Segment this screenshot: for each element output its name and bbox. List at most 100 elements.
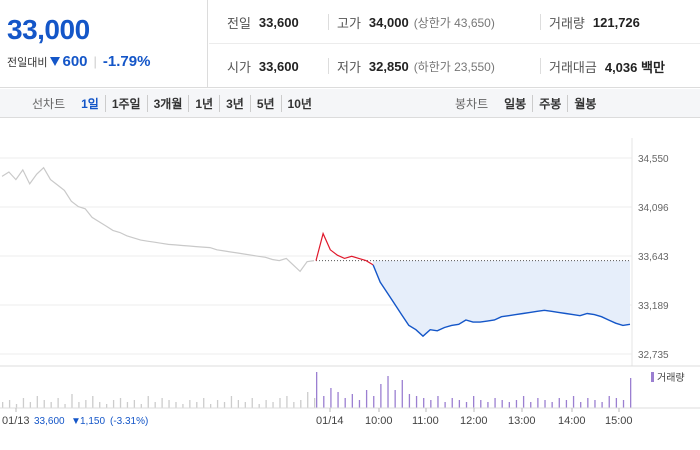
- stat-volume-value: 121,726: [592, 14, 640, 30]
- volume-bar-prev: [22, 398, 25, 408]
- tab-monthly[interactable]: 월봉: [567, 95, 602, 112]
- stat-prev: 전일 33,600: [227, 0, 299, 44]
- stat-divider: [328, 58, 329, 74]
- prev-day-rate: (-3.31%): [110, 416, 148, 427]
- volume-bar-today: [365, 390, 368, 408]
- volume-bar-today: [415, 396, 418, 408]
- volume-bar-today: [373, 396, 375, 408]
- volume-bar-today: [572, 396, 575, 408]
- volume-bar-today: [465, 402, 468, 408]
- tab-3m[interactable]: 3개월: [146, 95, 189, 112]
- volume-bar-prev: [78, 402, 80, 408]
- volume-bar-prev: [196, 402, 198, 408]
- y-axis-ticks: 34,550 34,096 33,643 33,189 32,735: [638, 154, 669, 361]
- y-tick-label: 34,096: [638, 203, 669, 214]
- volume-bar-today: [587, 398, 589, 408]
- volume-bar-today: [408, 394, 411, 408]
- today-price-line-down: [372, 264, 631, 338]
- volume-bar-prev: [161, 398, 163, 408]
- stat-high: 고가 34,000 (상한가 43,650): [337, 0, 495, 44]
- stat-divider: [328, 14, 329, 30]
- x-tick-label: 01/14: [316, 415, 344, 427]
- tab-weekly[interactable]: 주봉: [532, 95, 567, 112]
- y-tick-label: 33,643: [638, 252, 669, 263]
- price-box: 33,000 전일대비 600 | -1.79%: [0, 0, 208, 88]
- stat-amount-label: 거래대금: [549, 59, 597, 75]
- volume-legend-swatch: [651, 372, 654, 382]
- volume-bar-prev: [265, 400, 267, 408]
- volume-bar-today: [358, 400, 361, 408]
- volume-bar-prev: [29, 402, 32, 408]
- volume-bar-prev: [314, 398, 316, 408]
- volume-bar-today: [594, 400, 596, 408]
- tab-1y[interactable]: 1년: [188, 95, 219, 112]
- stat-high-label: 고가: [337, 15, 361, 31]
- tab-daily[interactable]: 일봉: [504, 97, 527, 111]
- volume-bar-today: [337, 392, 339, 408]
- prev-day-change: 1,150: [80, 416, 105, 427]
- stats-table: 전일 33,600 고가 34,000 (상한가 43,650) 거래량 121…: [209, 0, 700, 88]
- stat-divider: [540, 58, 541, 74]
- volume-bar-today: [544, 400, 546, 408]
- volume-bar-prev: [279, 398, 281, 408]
- volume-bar-prev: [15, 404, 18, 408]
- stats-row-1: 전일 33,600 고가 34,000 (상한가 43,650) 거래량 121…: [209, 0, 700, 44]
- volume-bar-today: [551, 402, 553, 408]
- stat-open-value: 33,600: [258, 58, 299, 74]
- volume-bar-today: [401, 380, 403, 408]
- volume-bar-today: [473, 396, 475, 408]
- volume-legend-label: 거래량: [657, 372, 685, 384]
- change-line: 전일대비 600 | -1.79%: [7, 53, 150, 70]
- tab-5y[interactable]: 5년: [249, 95, 281, 112]
- tab-1d[interactable]: 1일: [81, 97, 99, 111]
- volume-bar-prev: [43, 400, 45, 408]
- prev-day-price-line: [1, 166, 315, 273]
- tab-1w[interactable]: 1주일: [104, 95, 147, 112]
- stat-amount: 거래대금 4,036 백만: [549, 44, 665, 88]
- volume-bar-prev: [286, 396, 288, 408]
- intraday-price-chart[interactable]: 34,550 34,096 33,643 33,189 32,735 거래량 01/13…: [0, 118, 700, 450]
- volume-bar-today: [430, 400, 432, 408]
- volume-bar-today: [423, 398, 425, 408]
- volume-bar-today: [316, 372, 318, 408]
- volume-bar-prev: [154, 402, 156, 408]
- volume-bar-prev: [216, 400, 219, 408]
- tab-10y[interactable]: 10년: [280, 95, 318, 112]
- stat-high-value: 34,000: [368, 14, 409, 30]
- volume-bar-prev: [189, 400, 191, 408]
- volume-bar-prev: [106, 404, 108, 408]
- volume-bar-today: [394, 390, 396, 408]
- y-tick-label: 34,550: [638, 154, 669, 165]
- volume-bar-prev: [50, 402, 52, 408]
- volume-bar-prev: [36, 396, 38, 408]
- change-rate: -1.79%: [102, 53, 151, 70]
- stat-prev-label: 전일: [227, 15, 251, 31]
- volume-bar-prev: [8, 400, 11, 408]
- stat-volume: 거래량 121,726: [549, 0, 640, 44]
- down-arrow-icon: [50, 57, 61, 66]
- below-reference-fill: [373, 260, 630, 337]
- volume-bar-prev: [258, 404, 260, 408]
- volume-bar-today: [501, 400, 503, 408]
- volume-bar-prev: [126, 402, 129, 408]
- volume-bar-today: [601, 402, 603, 408]
- volume-bar-prev: [92, 396, 94, 408]
- y-tick-label: 33,189: [638, 301, 669, 312]
- volume-bar-today: [580, 402, 582, 408]
- volume-bar-today: [494, 398, 496, 408]
- stat-low-label: 저가: [337, 59, 361, 75]
- prev-day-close: 33,600: [34, 416, 65, 427]
- tab-3y[interactable]: 3년: [219, 95, 250, 112]
- volume-bar-prev: [99, 402, 101, 408]
- volume-bar-prev: [140, 404, 142, 408]
- volume-bar-today: [630, 378, 632, 408]
- volume-bar-today: [458, 400, 461, 408]
- stat-open: 시가 33,600: [227, 44, 299, 88]
- stat-low-value: 32,850: [368, 58, 409, 74]
- volume-bar-today: [444, 402, 446, 408]
- volume-bar-prev: [210, 404, 212, 408]
- change-value: 600: [62, 53, 88, 70]
- x-tick-label: 15:00: [605, 415, 633, 427]
- volume-bar-prev: [223, 402, 226, 408]
- x-tick-label: 14:00: [558, 415, 586, 427]
